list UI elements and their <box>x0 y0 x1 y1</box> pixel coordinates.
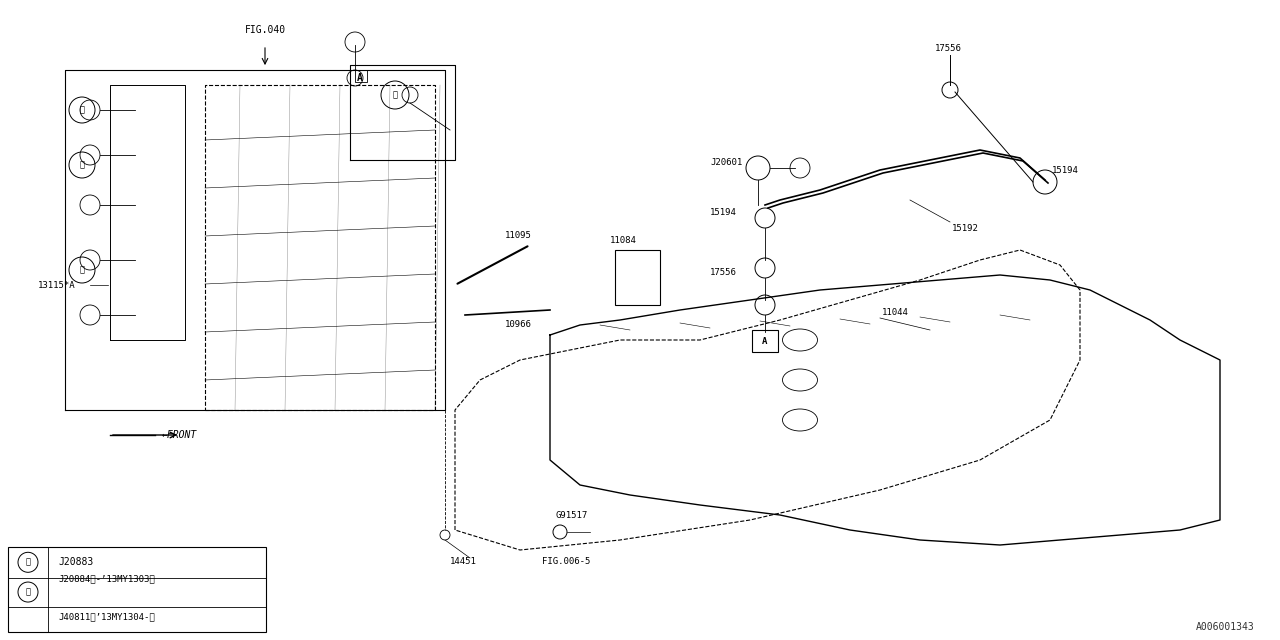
Text: 15194: 15194 <box>1052 166 1079 175</box>
Text: G91517: G91517 <box>556 511 588 520</box>
Text: J20601: J20601 <box>710 157 742 166</box>
Bar <box>614 250 660 305</box>
Text: A: A <box>357 73 364 83</box>
Bar <box>8 547 266 632</box>
Text: 15194: 15194 <box>710 207 737 216</box>
Text: 13115*A: 13115*A <box>38 280 76 289</box>
Text: 11084: 11084 <box>611 236 637 245</box>
Text: ②: ② <box>26 588 31 596</box>
Text: 17556: 17556 <box>710 268 737 276</box>
Text: 11095: 11095 <box>506 231 532 240</box>
Text: ①: ① <box>79 161 84 170</box>
Text: 15192: 15192 <box>952 223 979 232</box>
Text: ①: ① <box>79 266 84 275</box>
Text: 17556: 17556 <box>934 44 961 52</box>
Text: J20884（-’13MY1303）: J20884（-’13MY1303） <box>58 575 155 584</box>
Text: 10966: 10966 <box>506 320 532 329</box>
Bar <box>753 330 778 352</box>
Text: J40811（’13MY1304-）: J40811（’13MY1304-） <box>58 612 155 621</box>
Text: ←FRONT: ←FRONT <box>163 430 197 440</box>
Text: FIG.006-5: FIG.006-5 <box>541 557 590 566</box>
Text: 11044: 11044 <box>882 307 909 317</box>
Text: ①: ① <box>79 106 84 115</box>
Text: 14451: 14451 <box>451 557 477 566</box>
Bar <box>355 70 367 82</box>
Text: J20883: J20883 <box>58 557 93 567</box>
Text: FIG.040: FIG.040 <box>244 25 285 35</box>
Text: A: A <box>763 337 768 346</box>
Text: ①: ① <box>26 558 31 567</box>
Text: ②: ② <box>393 90 398 99</box>
Text: A006001343: A006001343 <box>1197 622 1254 632</box>
